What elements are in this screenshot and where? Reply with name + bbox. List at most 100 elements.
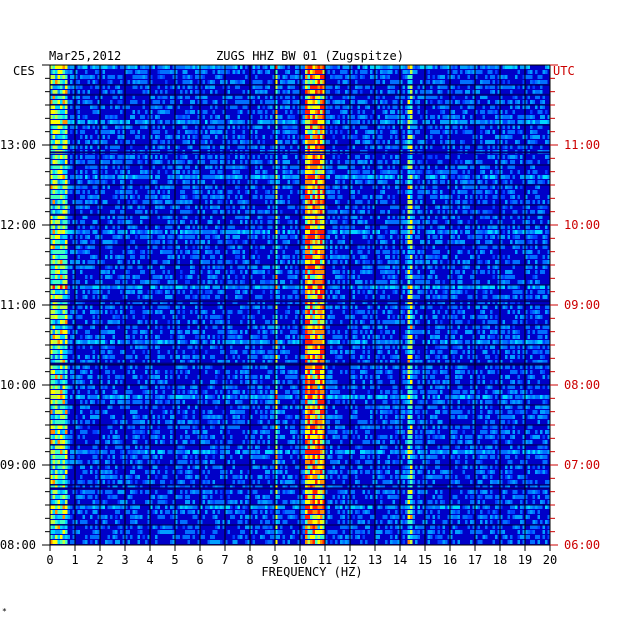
spectrogram-cell <box>417 100 420 104</box>
spectrogram-cell <box>127 265 133 269</box>
spectrogram-cell <box>277 180 280 184</box>
spectrogram-cell <box>112 305 115 309</box>
spectrogram-cell <box>400 295 403 299</box>
spectrogram-cell <box>80 285 85 289</box>
spectrogram-cell <box>455 115 460 119</box>
spectrogram-cell <box>240 65 243 69</box>
spectrogram-cell <box>487 85 490 89</box>
spectrogram-cell <box>452 145 455 149</box>
spectrogram-cell <box>385 325 388 329</box>
spectrogram-cell <box>230 325 233 329</box>
spectrogram-cell <box>317 235 320 239</box>
spectrogram-cell <box>140 85 143 89</box>
spectrogram-cell <box>212 310 215 314</box>
spectrogram-cell <box>420 215 425 219</box>
spectrogram-cell <box>320 135 323 139</box>
spectrogram-cell <box>295 65 298 69</box>
spectrogram-cell <box>407 100 410 104</box>
spectrogram-cell <box>355 340 360 344</box>
spectrogram-cell <box>427 330 430 334</box>
spectrogram-cell <box>145 110 148 114</box>
spectrogram-cell <box>477 145 483 149</box>
spectrogram-cell <box>227 245 230 249</box>
spectrogram-cell <box>532 165 535 169</box>
spectrogram-cell <box>500 120 503 124</box>
spectrogram-cell <box>227 155 230 159</box>
spectrogram-cell <box>327 330 330 334</box>
spectrogram-cell <box>512 125 515 129</box>
spectrogram-cell <box>532 155 535 159</box>
spectrogram-cell <box>525 235 528 239</box>
spectrogram-cell <box>542 135 545 139</box>
spectrogram-cell <box>127 65 130 69</box>
spectrogram-cell <box>75 75 78 79</box>
spectrogram-cell <box>192 140 195 144</box>
spectrogram-cell <box>317 190 320 194</box>
spectrogram-cell <box>377 340 380 344</box>
spectrogram-cell <box>345 215 348 219</box>
spectrogram-cell <box>275 155 278 159</box>
spectrogram-cell <box>497 230 500 234</box>
spectrogram-cell <box>302 330 305 334</box>
spectrogram-cell <box>167 245 173 249</box>
spectrogram-cell <box>312 225 315 229</box>
spectrogram-cell <box>152 165 155 169</box>
spectrogram-cell <box>505 335 510 339</box>
spectrogram-cell <box>500 185 503 189</box>
spectrogram-cell <box>490 290 493 294</box>
spectrogram-cell <box>317 135 320 139</box>
spectrogram-cell <box>390 285 395 289</box>
spectrogram-cell <box>380 195 383 199</box>
spectrogram-cell <box>260 175 263 179</box>
spectrogram-cell <box>270 155 273 159</box>
spectrogram-cell <box>92 195 98 199</box>
spectrogram-cell <box>365 155 368 159</box>
spectrogram-cell <box>295 250 300 254</box>
spectrogram-cell <box>467 175 470 179</box>
spectrogram-cell <box>100 180 103 184</box>
spectrogram-cell <box>167 180 170 184</box>
spectrogram-cell <box>487 260 490 264</box>
spectrogram-cell <box>490 155 493 159</box>
spectrogram-cell <box>405 165 408 169</box>
spectrogram-cell <box>317 200 320 204</box>
spectrogram-cell <box>52 240 55 244</box>
spectrogram-cell <box>417 105 420 109</box>
spectrogram-cell <box>305 65 308 69</box>
spectrogram-cell <box>312 245 323 249</box>
spectrogram-cell <box>235 170 240 174</box>
spectrogram-cell <box>410 310 413 314</box>
spectrogram-cell <box>395 130 398 134</box>
spectrogram-cell <box>410 240 413 244</box>
spectrogram-cell <box>480 120 485 124</box>
spectrogram-cell <box>187 320 190 324</box>
spectrogram-cell <box>290 270 293 274</box>
spectrogram-cell <box>445 310 448 314</box>
spectrogram-cell <box>85 145 88 149</box>
spectrogram-cell <box>500 140 503 144</box>
spectrogram-cell <box>52 170 55 174</box>
spectrogram-cell <box>267 205 270 209</box>
spectrogram-cell <box>532 90 535 94</box>
spectrogram-cell <box>412 95 415 99</box>
spectrogram-cell <box>217 70 220 74</box>
spectrogram-cell <box>227 70 230 74</box>
spectrogram-cell <box>525 75 533 79</box>
spectrogram-cell <box>342 100 345 104</box>
spectrogram-cell <box>307 215 310 219</box>
spectrogram-cell <box>312 320 318 324</box>
spectrogram-cell <box>445 175 448 179</box>
spectrogram-cell <box>530 280 533 284</box>
spectrogram-cell <box>482 115 485 119</box>
spectrogram-cell <box>247 315 250 319</box>
spectrogram-cell <box>312 155 315 159</box>
spectrogram-cell <box>240 320 243 324</box>
spectrogram-cell <box>435 170 438 174</box>
spectrogram-cell <box>332 65 338 69</box>
spectrogram-cell <box>345 315 350 319</box>
spectrogram-cell <box>170 200 173 204</box>
spectrogram-cell <box>212 335 215 339</box>
spectrogram-cell <box>410 250 415 254</box>
spectrogram-cell <box>445 220 448 224</box>
spectrogram-cell <box>62 90 65 94</box>
